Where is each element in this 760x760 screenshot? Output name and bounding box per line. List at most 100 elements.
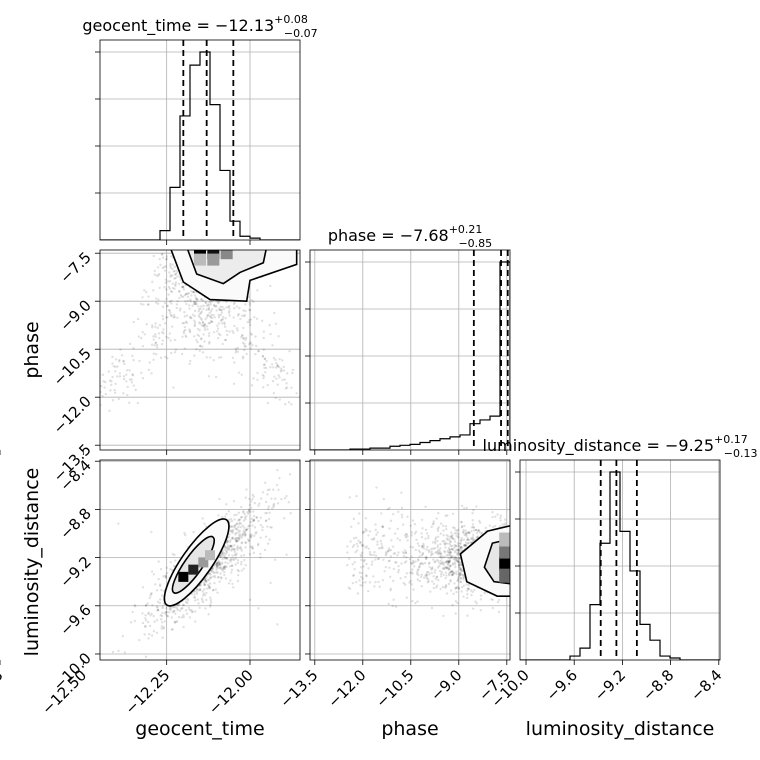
sample-point <box>421 551 425 555</box>
density-bin <box>499 568 510 583</box>
sample-point <box>379 539 383 543</box>
sample-point <box>466 592 469 596</box>
sample-point <box>119 348 122 351</box>
sample-point <box>257 349 260 353</box>
sample-point <box>381 546 384 550</box>
sample-point <box>262 336 265 340</box>
sample-point <box>403 549 407 552</box>
sample-point <box>114 365 117 369</box>
sample-point <box>158 257 161 261</box>
sample-point <box>441 540 444 543</box>
sample-point <box>451 562 455 565</box>
sample-point <box>230 529 233 532</box>
sample-point <box>192 291 195 294</box>
sample-point <box>233 524 237 527</box>
sample-point <box>121 635 125 638</box>
sample-point <box>188 608 191 612</box>
sample-point <box>443 566 446 569</box>
sample-point <box>417 559 420 562</box>
sample-point <box>419 562 422 565</box>
sample-point <box>385 552 388 555</box>
sample-point <box>185 321 189 324</box>
sample-point <box>460 525 464 529</box>
sample-point <box>138 638 141 642</box>
sample-point <box>446 549 449 552</box>
sample-point <box>465 583 468 586</box>
sample-point <box>450 570 454 573</box>
sample-point <box>223 573 226 577</box>
sample-point <box>141 330 144 334</box>
sample-point <box>164 574 167 577</box>
sample-point <box>228 565 232 568</box>
sample-point <box>136 401 140 405</box>
sample-point <box>195 347 198 351</box>
sample-point <box>367 567 370 570</box>
density-bin <box>178 571 189 582</box>
sample-point <box>446 538 449 542</box>
y-axis-label-phase: phase <box>21 321 43 378</box>
sample-point <box>455 534 458 537</box>
sample-point <box>239 522 243 525</box>
sample-point <box>499 519 502 522</box>
sample-point <box>180 285 184 289</box>
sample-point <box>180 281 184 285</box>
sample-point <box>174 284 177 287</box>
sample-point <box>449 550 452 554</box>
sample-point <box>114 358 118 361</box>
sample-point <box>192 302 196 306</box>
sample-point <box>349 540 352 543</box>
sample-point <box>212 358 215 362</box>
density-bin <box>220 250 233 260</box>
sample-point <box>166 614 169 618</box>
sample-point <box>448 559 451 563</box>
sample-point <box>202 321 205 325</box>
sample-point <box>372 575 375 578</box>
sample-point <box>460 525 464 528</box>
sample-point <box>174 348 178 351</box>
sample-point <box>400 513 404 516</box>
sample-point <box>443 550 446 553</box>
sample-point <box>439 553 442 556</box>
sample-point <box>221 315 225 319</box>
sample-point <box>444 514 447 517</box>
sample-point <box>188 307 191 310</box>
sample-point <box>410 534 413 537</box>
y-tick-label-luminosity_distance: −8.8 <box>56 504 94 542</box>
sample-point <box>230 564 234 567</box>
sample-point <box>233 548 236 552</box>
sample-point <box>209 601 213 604</box>
sample-point <box>463 524 466 528</box>
sample-point <box>255 516 258 519</box>
sample-point <box>231 582 234 586</box>
sample-point <box>275 483 279 487</box>
sample-point <box>197 305 200 308</box>
axes-frame-2-2 <box>519 459 721 661</box>
sample-point <box>462 595 465 598</box>
sample-point <box>451 512 455 516</box>
sample-point <box>445 534 448 537</box>
sample-point <box>215 564 219 567</box>
sample-point <box>111 399 115 402</box>
sample-point <box>374 523 377 526</box>
sample-point <box>427 578 430 581</box>
sample-point <box>193 294 197 297</box>
sample-point <box>248 318 251 322</box>
sample-point <box>207 334 211 338</box>
sample-point <box>216 565 219 568</box>
sample-point <box>153 333 157 336</box>
sample-point <box>276 365 279 368</box>
sample-point <box>247 508 251 511</box>
sample-point <box>171 610 174 614</box>
sample-point <box>247 540 251 543</box>
sample-point <box>251 344 254 347</box>
sample-point <box>169 567 172 571</box>
sample-point <box>421 553 424 556</box>
sample-point <box>100 384 103 388</box>
sample-point <box>147 368 151 372</box>
y-axis-label-luminosity_distance: luminosity_distance <box>21 468 43 657</box>
sample-point <box>444 561 448 564</box>
sample-point <box>226 562 230 565</box>
sample-point <box>459 577 463 580</box>
sample-point <box>209 316 212 319</box>
sample-point <box>460 569 464 573</box>
